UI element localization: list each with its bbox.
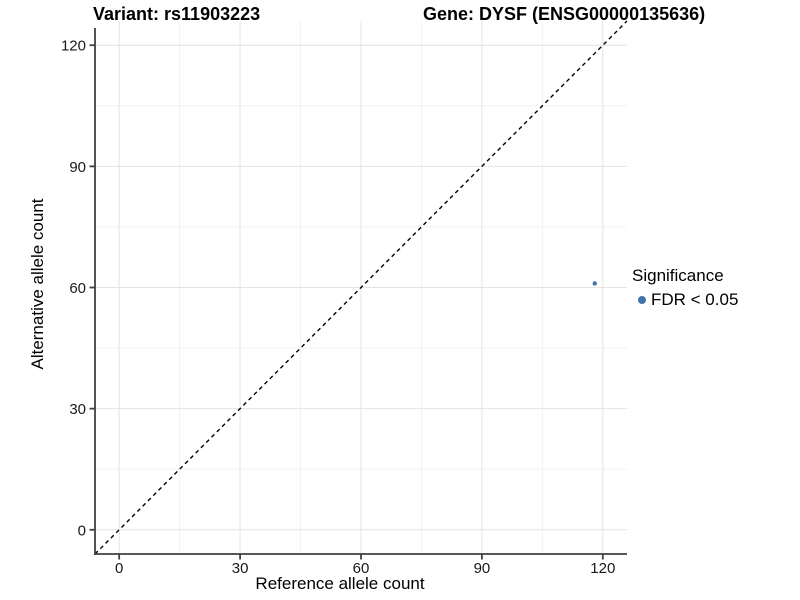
y-tick-label: 0 <box>78 522 86 539</box>
plot-title-gene: Gene: DYSF (ENSG00000135636) <box>423 4 706 24</box>
x-tick-label: 90 <box>474 560 491 577</box>
x-tick-label: 60 <box>353 560 370 577</box>
x-tick-label: 120 <box>590 560 615 577</box>
legend-item-label: FDR < 0.05 <box>651 290 739 309</box>
data-point <box>592 281 597 286</box>
y-tick-label: 120 <box>61 38 86 55</box>
legend-item: FDR < 0.05 <box>632 290 738 310</box>
legend-title: Significance <box>632 266 724 285</box>
legend: Significance FDR < 0.05 <box>632 266 738 310</box>
x-tick-label: 30 <box>232 560 249 577</box>
y-tick-label: 90 <box>69 159 86 176</box>
x-tick-label: 0 <box>115 560 123 577</box>
legend-dot-icon <box>638 296 646 304</box>
plot-title-variant: Variant: rs11903223 <box>93 4 261 24</box>
y-tick-label: 60 <box>69 280 86 297</box>
x-axis-title: Reference allele count <box>255 574 425 593</box>
identity-line <box>94 20 628 555</box>
y-tick-label: 30 <box>69 401 86 418</box>
y-axis-title: Alternative allele count <box>28 198 47 370</box>
